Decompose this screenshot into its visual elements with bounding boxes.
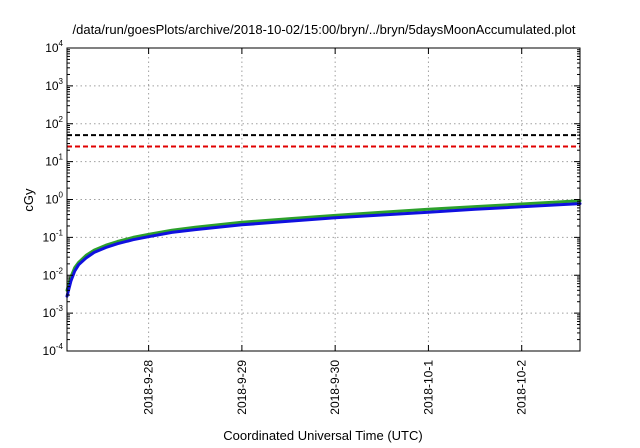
x-tick-label: 2018-9-30 (328, 360, 342, 415)
y-tick-label: 10-4 (43, 342, 64, 358)
x-tick-label: 2018-10-2 (515, 360, 529, 415)
x-tick-label: 2018-9-29 (235, 360, 249, 415)
y-tick-label: 104 (45, 39, 63, 55)
y-tick-label: 101 (45, 153, 63, 169)
reference-lines (67, 134, 580, 148)
y-tick-label: 100 (45, 191, 63, 207)
chart-title: /data/run/goesPlots/archive/2018-10-02/1… (73, 22, 576, 37)
y-tick-label: 10-2 (43, 266, 64, 282)
grid (67, 48, 580, 351)
y-tick-label: 103 (45, 77, 63, 93)
series-line-2 (65, 202, 582, 298)
x-tick-label: 2018-10-1 (421, 360, 435, 415)
y-tick-label: 102 (45, 115, 63, 131)
y-tick-label: 10-3 (43, 304, 64, 320)
x-axis-label: Coordinated Universal Time (UTC) (223, 428, 422, 443)
x-tick-label: 2018-9-28 (142, 360, 156, 415)
y-tick-label: 10-1 (43, 228, 64, 244)
x-axis: 2018-9-28 2018-9-29 2018-9-30 2018-10-1 2018… (142, 48, 529, 415)
series-line-1 (65, 199, 582, 292)
y-axis: 10-4 10-3 10-2 10-1 100 101 102 103 104 (43, 39, 580, 358)
y-axis-label: cGy (21, 188, 36, 212)
series-layer (65, 199, 582, 298)
